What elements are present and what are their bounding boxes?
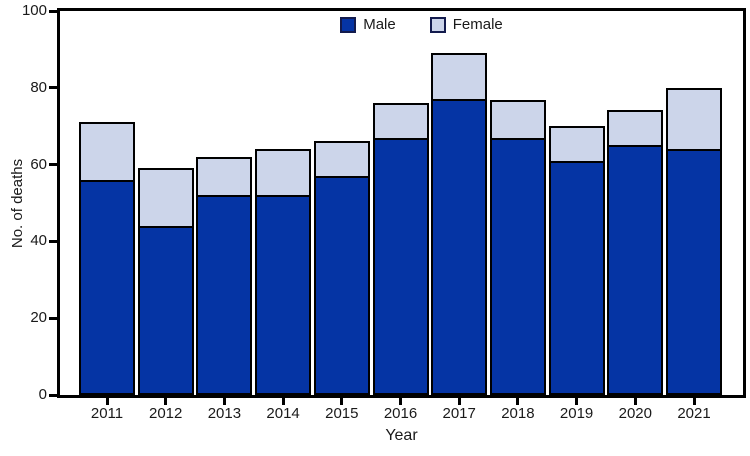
x-tick-label-2019: 2019 — [559, 405, 594, 422]
x-tick-label-2011: 2011 — [90, 405, 124, 422]
y-tick-label-60: 60 — [30, 155, 47, 173]
bar-2018-female — [489, 100, 546, 140]
legend-label-male: Male — [363, 16, 396, 33]
x-tick-2019 — [575, 398, 579, 405]
x-axis-title: Year — [385, 427, 418, 444]
x-tick-2020 — [633, 398, 637, 405]
bar-2012-male — [137, 226, 194, 395]
bar-2016-male — [372, 138, 429, 395]
y-tick-label-40: 40 — [30, 232, 47, 250]
x-tick-2021 — [692, 398, 696, 405]
plot-area: Male Female 2011 2012 2013 2014 2015 2016 2017… — [22, 2, 746, 422]
bar-2021-male — [666, 149, 722, 395]
legend-item-female: Female — [429, 16, 503, 33]
x-tick-2015 — [340, 398, 344, 405]
x-tick-2017 — [457, 398, 461, 405]
y-tick-0 — [49, 393, 57, 397]
bar-2012-female — [137, 168, 194, 228]
x-tick-2013 — [222, 398, 226, 405]
y-tick-20 — [49, 316, 57, 320]
x-tick-label-2014: 2014 — [266, 405, 300, 422]
y-tick-80 — [49, 86, 57, 90]
x-tick-2014 — [281, 398, 285, 405]
x-tick-label-2021: 2021 — [677, 405, 711, 422]
x-tick-2018 — [516, 398, 520, 405]
x-tick-label-2013: 2013 — [207, 405, 242, 422]
bar-2015-female — [313, 141, 370, 178]
y-tick-40 — [49, 239, 57, 243]
bar-2021-female — [666, 88, 722, 151]
y-tick-100 — [49, 9, 57, 13]
bar-2020-male — [607, 145, 664, 395]
y-axis-title-wrap: No. of deaths — [0, 8, 36, 398]
legend-item-male: Male — [340, 16, 396, 33]
x-tick-label-2020: 2020 — [618, 405, 652, 422]
y-tick-label-80: 80 — [30, 78, 47, 96]
bar-2014-male — [255, 195, 312, 395]
bar-2011-female — [79, 122, 135, 182]
x-tick-label-2012: 2012 — [149, 405, 183, 422]
legend-label-female: Female — [452, 16, 503, 33]
female-swatch-icon — [429, 16, 446, 33]
y-tick-label-0: 0 — [38, 386, 47, 403]
legend: Male Female — [60, 16, 743, 33]
y-tick-label-100: 100 — [21, 2, 47, 19]
bar-2016-female — [372, 103, 429, 140]
bar-2017-female — [431, 53, 488, 101]
bar-2015-male — [313, 176, 370, 395]
x-tick-label-2018: 2018 — [501, 405, 535, 422]
bar-2019-male — [548, 161, 605, 395]
bar-2013-male — [196, 195, 253, 395]
y-tick-label-20: 20 — [30, 309, 47, 327]
x-tick-label-2016: 2016 — [383, 405, 418, 422]
bar-2011-male — [79, 180, 135, 395]
bar-2019-female — [548, 126, 605, 163]
bar-2020-female — [607, 110, 664, 147]
y-tick-60 — [49, 163, 57, 167]
x-tick-label-2015: 2015 — [325, 405, 359, 422]
bar-2017-male — [431, 99, 488, 395]
x-tick-label-2017: 2017 — [442, 405, 476, 422]
bar-2018-male — [489, 138, 546, 395]
x-tick-2011 — [105, 398, 109, 405]
male-swatch-icon — [340, 16, 357, 33]
bar-2014-female — [255, 149, 312, 197]
bar-2013-female — [196, 157, 253, 197]
x-tick-2016 — [399, 398, 402, 405]
x-tick-2012 — [164, 398, 168, 405]
